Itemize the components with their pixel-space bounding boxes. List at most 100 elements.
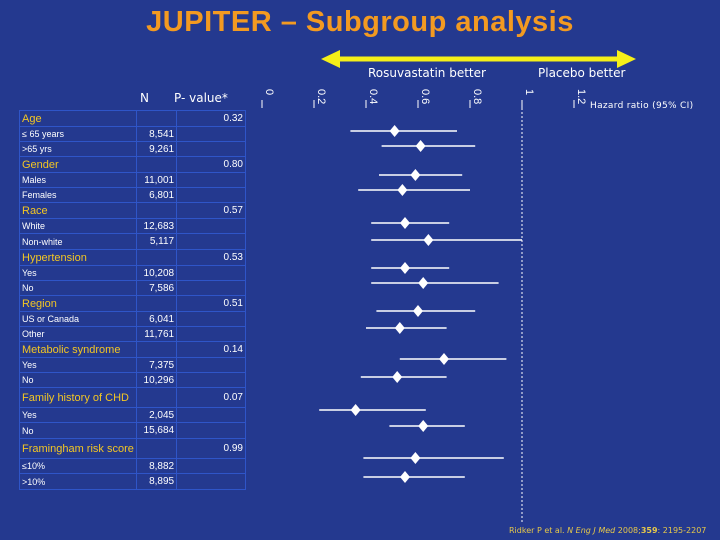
- table-row: Yes 10,208: [19, 265, 246, 281]
- p-value-cell: 0.80: [176, 156, 246, 173]
- p-value-cell: 0.32: [176, 110, 246, 127]
- table-row: ≤10% 8,882: [19, 458, 246, 474]
- subgroup-label: US or Canada: [19, 311, 137, 327]
- p-value-cell: [176, 407, 246, 423]
- n-cell: 7,375: [135, 357, 178, 373]
- x-axis-label: Hazard ratio (95% CI): [590, 101, 694, 111]
- n-cell: 8,541: [135, 126, 178, 142]
- table-group-row: Region 0.51: [19, 295, 246, 312]
- subgroup-label: >65 yrs: [19, 141, 137, 157]
- table-group-row: Gender 0.80: [19, 156, 246, 173]
- p-value-cell: 0.99: [176, 438, 246, 459]
- subgroup-label: No: [19, 372, 137, 388]
- n-cell: [135, 202, 178, 219]
- table-row: No 7,586: [19, 280, 246, 296]
- p-value-cell: [176, 218, 246, 234]
- x-tick-label: 1: [523, 89, 535, 95]
- subgroup-label: Other: [19, 326, 137, 342]
- table-row: No 15,684: [19, 422, 246, 439]
- group-label: Race: [19, 202, 137, 219]
- p-value-cell: 0.51: [176, 295, 246, 312]
- subgroup-label: White: [19, 218, 137, 234]
- p-value-cell: [176, 187, 246, 203]
- group-label: Gender: [19, 156, 137, 173]
- p-value-cell: [176, 265, 246, 281]
- subgroup-label: Males: [19, 172, 137, 188]
- subgroup-label: ≤10%: [19, 458, 137, 474]
- direction-arrow: [321, 50, 636, 68]
- subgroup-label: Yes: [19, 407, 137, 423]
- table-row: ≤ 65 years 8,541: [19, 126, 246, 142]
- table-row: Males 11,001: [19, 172, 246, 188]
- group-label: Family history of CHD: [19, 387, 137, 408]
- n-cell: 12,683: [135, 218, 178, 234]
- n-cell: [135, 249, 178, 266]
- citation-authors: Ridker P et al.: [509, 526, 565, 535]
- citation-journal: N Eng J Med: [567, 526, 616, 535]
- subgroup-label: No: [19, 280, 137, 296]
- placebo-better-label: Placebo better: [538, 66, 626, 80]
- n-cell: 7,586: [135, 280, 178, 296]
- n-cell: 10,208: [135, 265, 178, 281]
- hazard-ratio-point: [418, 420, 429, 432]
- table-row: Females 6,801: [19, 187, 246, 203]
- hazard-ratio-point: [410, 169, 421, 181]
- group-label: Age: [19, 110, 137, 127]
- n-cell: 8,882: [135, 458, 178, 474]
- p-value-cell: [176, 357, 246, 373]
- p-value-cell: [176, 473, 246, 490]
- x-axis: 0 0.2 0.4 0.6 0.8 1 1.2: [261, 89, 587, 108]
- hazard-ratio-point: [415, 140, 426, 152]
- n-cell: [135, 387, 178, 408]
- hazard-ratio-point: [418, 277, 429, 289]
- citation: Ridker P et al. N Eng J Med 2008;359: 21…: [509, 526, 706, 535]
- table-group-row: Race 0.57: [19, 202, 246, 219]
- n-cell: 6,801: [135, 187, 178, 203]
- p-value-cell: 0.53: [176, 249, 246, 266]
- group-label: Hypertension: [19, 249, 137, 266]
- p-value-cell: 0.14: [176, 341, 246, 358]
- n-cell: 9,261: [135, 141, 178, 157]
- hazard-ratio-point: [389, 125, 400, 137]
- subgroup-table: Age 0.32 ≤ 65 years 8,541 >65 yrs 9,261 Gender…: [19, 110, 246, 490]
- x-tick-label: 0.2: [315, 89, 327, 104]
- table-row: US or Canada 6,041: [19, 311, 246, 327]
- citation-volume: 359: [640, 526, 658, 535]
- p-value-cell: [176, 326, 246, 342]
- x-tick-label: 0.4: [367, 89, 379, 104]
- x-tick-label: 1.2: [575, 89, 587, 104]
- citation-pages: : 2195-2207: [657, 526, 707, 535]
- n-cell: [135, 110, 178, 127]
- n-cell: 8,895: [135, 473, 178, 490]
- group-label: Metabolic syndrome: [19, 341, 137, 358]
- table-row: White 12,683: [19, 218, 246, 234]
- table-group-row: Family history of CHD 0.07: [19, 387, 246, 408]
- table-row: Other 11,761: [19, 326, 246, 342]
- n-cell: [135, 341, 178, 358]
- arrow-head-right: [617, 50, 636, 68]
- n-cell: 6,041: [135, 311, 178, 327]
- p-value-cell: [176, 280, 246, 296]
- subgroup-label: Yes: [19, 265, 137, 281]
- table-group-row: Metabolic syndrome 0.14: [19, 341, 246, 358]
- x-tick-label: 0.8: [471, 89, 483, 104]
- table-group-row: Framingham risk score 0.99: [19, 438, 246, 459]
- p-value-cell: [176, 422, 246, 439]
- p-value-cell: 0.57: [176, 202, 246, 219]
- n-cell: 11,001: [135, 172, 178, 188]
- hazard-ratio-point: [400, 217, 410, 229]
- table-row: >10% 8,895: [19, 473, 246, 490]
- table-row: No 10,296: [19, 372, 246, 388]
- hazard-ratio-point: [400, 471, 410, 483]
- table-row: Yes 2,045: [19, 407, 246, 423]
- table-row: Non-white 5,117: [19, 233, 246, 250]
- subgroup-label: Non-white: [19, 233, 137, 250]
- hazard-ratio-point: [397, 184, 408, 196]
- p-value-cell: [176, 311, 246, 327]
- subgroup-label: Females: [19, 187, 137, 203]
- n-cell: 10,296: [135, 372, 178, 388]
- group-label: Region: [19, 295, 137, 312]
- hazard-ratio-point: [400, 262, 410, 274]
- citation-year: 2008;: [617, 526, 641, 535]
